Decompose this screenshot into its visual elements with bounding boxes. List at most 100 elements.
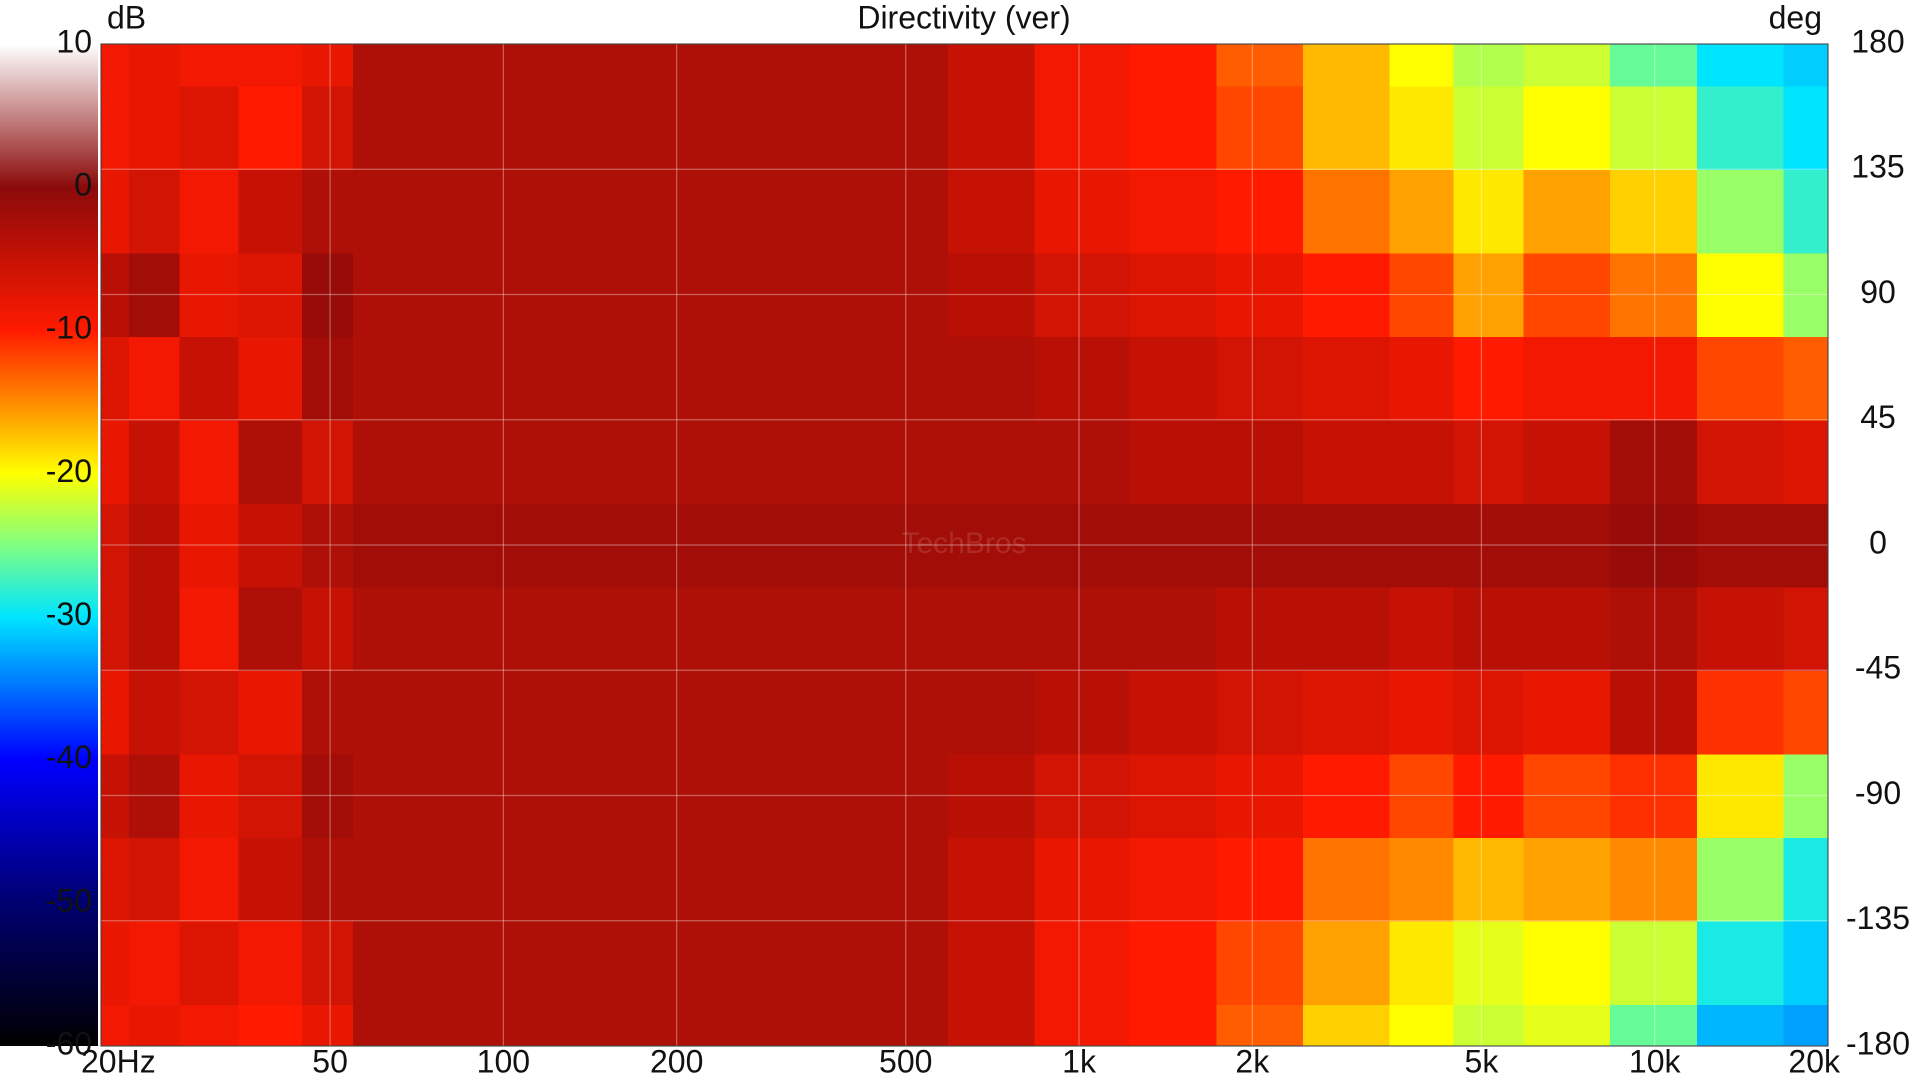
heatmap-cell bbox=[238, 44, 303, 87]
heatmap-cell bbox=[1696, 419, 1785, 504]
heatmap-cell bbox=[475, 837, 591, 922]
heatmap-cell bbox=[1129, 336, 1217, 421]
heatmap-cell bbox=[475, 252, 591, 337]
heatmap-cell bbox=[128, 920, 181, 1005]
heatmap-cell bbox=[1610, 1004, 1698, 1047]
heatmap-cell bbox=[128, 169, 181, 254]
x-tick-label: 200 bbox=[650, 1043, 703, 1079]
heatmap-cell bbox=[128, 252, 181, 337]
heatmap-cell bbox=[238, 1004, 303, 1047]
heatmap-cell bbox=[1216, 252, 1304, 337]
heatmap-cell bbox=[1783, 920, 1829, 1005]
heatmap-cell bbox=[1523, 753, 1611, 838]
heatmap-cell bbox=[101, 1004, 130, 1047]
heatmap-cell bbox=[475, 85, 591, 170]
heatmap-cell bbox=[1034, 44, 1131, 87]
colorbar bbox=[0, 44, 98, 1046]
heatmap-cell bbox=[101, 336, 130, 421]
heatmap-cell bbox=[475, 336, 591, 421]
x-tick-label: 100 bbox=[477, 1043, 530, 1079]
heatmap-cell bbox=[1034, 586, 1131, 671]
heatmap-cell bbox=[1453, 503, 1525, 588]
heatmap-cell bbox=[947, 85, 1036, 170]
heatmap-cell bbox=[1696, 586, 1785, 671]
heatmap-cell bbox=[475, 670, 591, 755]
heatmap-cell bbox=[1129, 670, 1217, 755]
y-tick-label: 90 bbox=[1860, 274, 1896, 310]
heatmap-cell bbox=[128, 586, 181, 671]
heatmap-cell bbox=[179, 670, 239, 755]
heatmap-cell bbox=[1034, 419, 1131, 504]
heatmap-cell bbox=[1523, 419, 1611, 504]
heatmap-cell bbox=[791, 336, 949, 421]
heatmap-cell bbox=[1523, 44, 1611, 87]
heatmap-cell bbox=[302, 252, 354, 337]
heatmap-cell bbox=[411, 837, 477, 922]
heatmap-cell bbox=[1034, 837, 1131, 922]
heatmap-cell bbox=[1216, 419, 1304, 504]
heatmap-cell bbox=[791, 85, 949, 170]
heatmap-cell bbox=[1216, 44, 1304, 87]
heatmap-cell bbox=[128, 44, 181, 87]
heatmap-cell bbox=[302, 670, 354, 755]
heatmap-cell bbox=[302, 503, 354, 588]
heatmap-cell bbox=[411, 503, 477, 588]
heatmap-cell bbox=[302, 586, 354, 671]
heatmap-cell bbox=[475, 1004, 591, 1047]
heatmap-cell bbox=[1783, 503, 1829, 588]
heatmap-cell bbox=[352, 336, 413, 421]
heatmap-cell bbox=[1216, 85, 1304, 170]
heatmap-cell bbox=[1453, 1004, 1525, 1047]
heatmap-cell bbox=[1129, 920, 1217, 1005]
heatmap-cell bbox=[1783, 670, 1829, 755]
heatmap-cell bbox=[302, 169, 354, 254]
heatmap-cell bbox=[1453, 586, 1525, 671]
heatmap-cell bbox=[128, 753, 181, 838]
heatmap-cell bbox=[1303, 1004, 1391, 1047]
heatmap-cell bbox=[1696, 837, 1785, 922]
chart-title: Directivity (ver) bbox=[857, 0, 1070, 35]
heatmap-cell bbox=[1303, 44, 1391, 87]
heatmap-cell bbox=[1783, 419, 1829, 504]
heatmap-cell bbox=[947, 44, 1036, 87]
heatmap-cell bbox=[590, 1004, 792, 1047]
colorbar-tick-label: -60 bbox=[46, 1025, 92, 1061]
heatmap-cell bbox=[179, 336, 239, 421]
heatmap-cell bbox=[1783, 252, 1829, 337]
heatmap-cell bbox=[128, 419, 181, 504]
heatmap-cell bbox=[1523, 336, 1611, 421]
heatmap-cell bbox=[1129, 503, 1217, 588]
colorbar-tick-label: -30 bbox=[46, 596, 92, 632]
heatmap-cell bbox=[590, 920, 792, 1005]
heatmap-cell bbox=[1389, 837, 1455, 922]
heatmap-cell bbox=[1129, 837, 1217, 922]
heatmap-cell bbox=[302, 753, 354, 838]
heatmap-cell bbox=[1696, 920, 1785, 1005]
heatmap-cell bbox=[947, 920, 1036, 1005]
heatmap-cell bbox=[179, 586, 239, 671]
heatmap-cell bbox=[1303, 670, 1391, 755]
heatmap-cell bbox=[1696, 169, 1785, 254]
heatmap-cell bbox=[947, 837, 1036, 922]
heatmap-cell bbox=[1610, 837, 1698, 922]
heatmap-cell bbox=[1783, 837, 1829, 922]
heatmap-cell bbox=[1303, 753, 1391, 838]
heatmap-cell bbox=[947, 670, 1036, 755]
heatmap-cell bbox=[1783, 753, 1829, 838]
heatmap-cell bbox=[1216, 586, 1304, 671]
heatmap-cell bbox=[1610, 169, 1698, 254]
y-tick-label: -180 bbox=[1846, 1025, 1910, 1061]
heatmap-cell bbox=[791, 837, 949, 922]
heatmap-cell bbox=[1610, 753, 1698, 838]
heatmap-cell bbox=[302, 44, 354, 87]
heatmap-cell bbox=[1523, 837, 1611, 922]
heatmap-cell bbox=[101, 837, 130, 922]
colorbar-label: dB bbox=[107, 0, 146, 35]
heatmap-cell bbox=[128, 837, 181, 922]
heatmap-cell bbox=[352, 670, 413, 755]
x-tick-label: 1k bbox=[1062, 1043, 1097, 1079]
heatmap-cell bbox=[590, 44, 792, 87]
heatmap-cell bbox=[411, 419, 477, 504]
heatmap-cell bbox=[1523, 85, 1611, 170]
